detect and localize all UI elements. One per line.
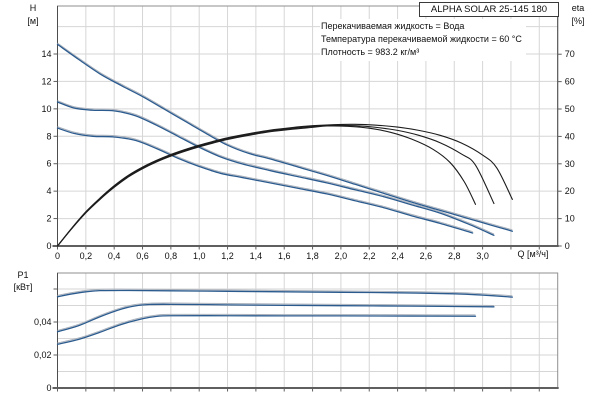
condition-liquid: Перекачиваемая жидкость = Вода	[321, 21, 465, 31]
x-tick-label: 1,8	[306, 251, 319, 261]
x-tick-label: 0,2	[80, 251, 93, 261]
left-tick-label: 4	[46, 186, 51, 196]
right-tick-label: 20	[565, 186, 575, 196]
p1-axis-label: P1	[17, 270, 29, 280]
left-tick-label: 0	[46, 383, 51, 393]
x-tick-label: 3,0	[476, 251, 489, 261]
q-axis-label: Q [м³/ч]	[517, 249, 549, 259]
H-curve-speed-3	[56, 43, 514, 232]
right-tick-label: 30	[565, 159, 575, 169]
x-tick-label: 2,2	[363, 251, 376, 261]
x-tick-label: 2,4	[391, 251, 404, 261]
x-tick-label: 2,6	[420, 251, 433, 261]
condition-temperature: Температура перекачиваемой жидкости = 60…	[321, 34, 522, 44]
H-curve-speed-2	[56, 101, 495, 236]
left-tick-label: 0,04	[34, 317, 52, 327]
condition-density: Плотность = 983.2 кг/м³	[321, 47, 420, 57]
P1-curve-speed-3-shadow	[57, 288, 513, 297]
left-tick-label: 2	[46, 214, 51, 224]
right-tick-label: 40	[565, 131, 575, 141]
H-curve-speed-2-shadow	[57, 100, 495, 235]
eta-curve-speed-3	[56, 123, 513, 247]
x-tick-label: 1,6	[278, 251, 291, 261]
left-tick-label: 14	[41, 49, 51, 59]
x-tick-label: 2,8	[448, 251, 461, 261]
eta-curve-speed-1	[56, 125, 477, 247]
left-tick-label: 0,02	[34, 350, 52, 360]
P1-curve-speed-2-shadow	[57, 302, 494, 331]
x-tick-label: 1,2	[221, 251, 234, 261]
right-tick-label: 0	[565, 241, 570, 251]
left-tick-label: 10	[41, 104, 51, 114]
x-tick-label: 0,8	[165, 251, 178, 261]
right-tick-label: 50	[565, 104, 575, 114]
H-curve-speed-1-shadow	[57, 126, 473, 233]
H-curve-speed-1	[56, 127, 474, 234]
x-tick-label: 0,4	[108, 251, 121, 261]
P1-curve-speed-1	[56, 315, 477, 345]
eta-curve-speed-2	[56, 124, 495, 247]
H-curve-speed-3-shadow	[57, 42, 513, 231]
x-tick-label: 0,6	[136, 251, 149, 261]
pump-name-title: ALPHA SOLAR 25-145 180	[419, 2, 559, 17]
right-tick-label: 10	[565, 214, 575, 224]
h-axis-label: H	[29, 3, 37, 13]
left-tick-label: 8	[46, 131, 51, 141]
p1-axis-unit: [кВт]	[13, 282, 33, 292]
left-tick-label: 0	[46, 241, 51, 251]
x-tick-label: 1,0	[193, 251, 206, 261]
right-tick-label: 60	[565, 77, 575, 87]
left-tick-label: 6	[46, 159, 51, 169]
left-tick-label: 12	[41, 76, 51, 86]
h-axis-unit: [м]	[27, 16, 39, 26]
x-tick-label: 2,0	[335, 251, 348, 261]
eta-axis-label: eta	[571, 3, 585, 13]
operating-conditions: Перекачиваемая жидкость = Вода Температу…	[320, 19, 526, 61]
eta-axis-unit: [%]	[571, 16, 585, 26]
P1-curve-speed-3	[56, 289, 514, 298]
x-tick-label: 0	[55, 251, 60, 261]
P1-curve-speed-2	[56, 303, 495, 333]
x-tick-label: 1,4	[250, 251, 263, 261]
right-tick-label: 70	[565, 49, 575, 59]
P1-curve-speed-1-shadow	[57, 313, 476, 344]
